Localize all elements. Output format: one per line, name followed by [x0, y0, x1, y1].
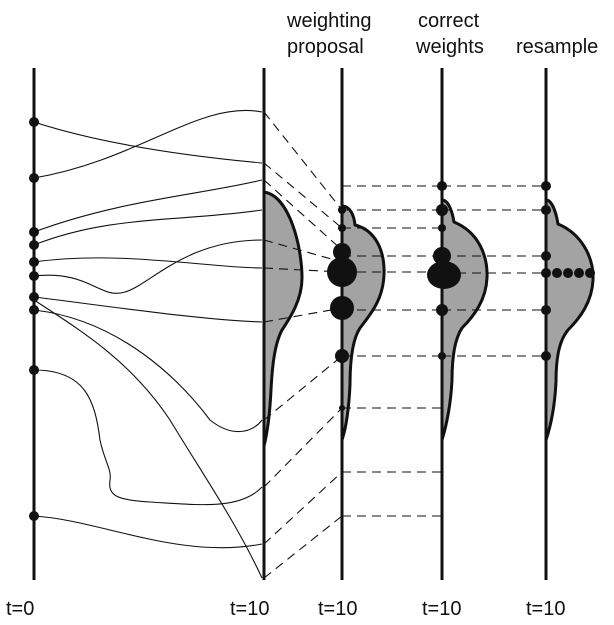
trajectory [33, 257, 263, 269]
trajectory [33, 239, 263, 294]
density-weighting-proposal [340, 204, 386, 442]
label-t10-trajectories: t=10 [230, 598, 269, 620]
trajectory [33, 515, 263, 549]
particle [541, 205, 551, 215]
dashed-mapping-1 [263, 111, 343, 579]
density-resample [544, 198, 595, 442]
title-resample: resample [516, 36, 598, 58]
particle [29, 305, 39, 315]
title-weighting: weighting [286, 10, 372, 32]
particle [541, 181, 551, 191]
particle [29, 117, 39, 127]
trajectories [33, 110, 263, 579]
particle [541, 251, 551, 261]
particle [552, 268, 562, 278]
mapping-line [263, 515, 343, 579]
particle [427, 261, 461, 289]
mapping-line [263, 471, 343, 545]
density-correct-weights [440, 198, 489, 442]
label-t10-resample: t=10 [526, 598, 565, 620]
mapping-line [263, 239, 343, 263]
particle [29, 257, 39, 267]
particle [541, 268, 551, 278]
trajectory [33, 121, 263, 164]
particle [29, 271, 39, 281]
mapping-line [263, 355, 343, 421]
mapping-line [263, 407, 343, 488]
mapping-line [263, 179, 343, 251]
particle [585, 268, 595, 278]
particles-resample [541, 181, 595, 361]
trajectory [33, 209, 263, 246]
particle [29, 292, 39, 302]
mapping-line [263, 307, 343, 323]
trajectory [33, 299, 263, 579]
title-weights: weights [415, 36, 484, 58]
particle [574, 268, 584, 278]
dashed-mapping-3 [442, 185, 546, 357]
particle [29, 511, 39, 521]
particle [330, 296, 354, 320]
particle [541, 305, 551, 315]
label-t0: t=0 [6, 598, 34, 620]
label-t10-correct-weights: t=10 [422, 598, 461, 620]
particles-t0 [29, 117, 39, 521]
trajectory [33, 179, 263, 233]
particle [541, 351, 551, 361]
trajectory [33, 309, 263, 433]
trajectory [33, 110, 263, 179]
trajectory [33, 296, 263, 323]
title-proposal: proposal [287, 36, 364, 58]
title-correct: correct [418, 10, 480, 32]
mapping-line [263, 162, 343, 229]
label-t10-weighting-proposal: t=10 [318, 598, 357, 620]
particle [29, 240, 39, 250]
particle [29, 365, 39, 375]
dashed-mapping-2 [342, 185, 442, 517]
particle [29, 227, 39, 237]
particle [563, 268, 573, 278]
particle [438, 224, 446, 232]
mapping-line [263, 111, 343, 211]
trajectory [33, 369, 263, 506]
particle [29, 173, 39, 183]
